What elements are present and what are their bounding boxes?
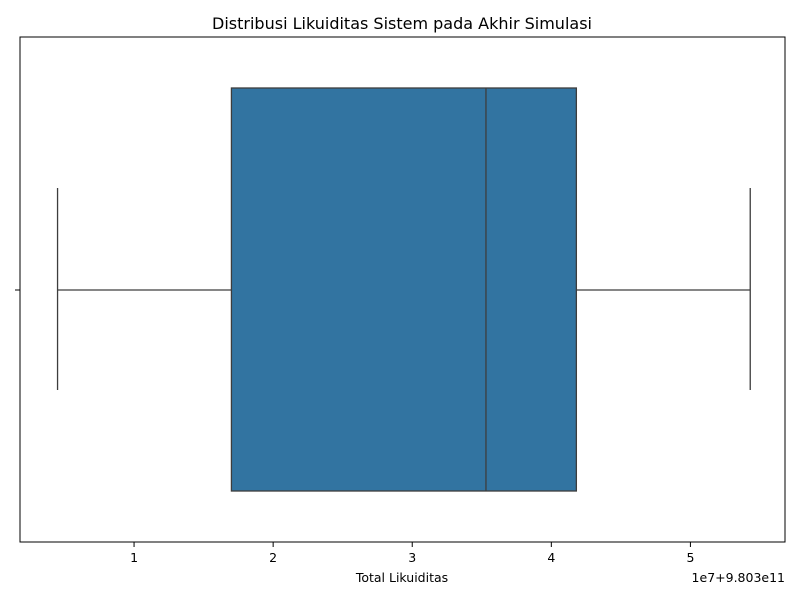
x-tick-label: 4 (547, 550, 555, 565)
x-tick-label: 5 (686, 550, 694, 565)
chart-title: Distribusi Likuiditas Sistem pada Akhir … (212, 14, 592, 33)
x-tick-label: 3 (408, 550, 416, 565)
x-axis-offset-label: 1e7+9.803e11 (692, 570, 785, 585)
x-tick-label: 1 (130, 550, 138, 565)
box-marks (56, 87, 751, 492)
x-tick-label: 2 (269, 550, 277, 565)
iqr-box (230, 87, 578, 492)
x-axis-label: Total Likuiditas (355, 570, 448, 585)
x-axis: 1 2 3 4 5 (130, 542, 694, 565)
